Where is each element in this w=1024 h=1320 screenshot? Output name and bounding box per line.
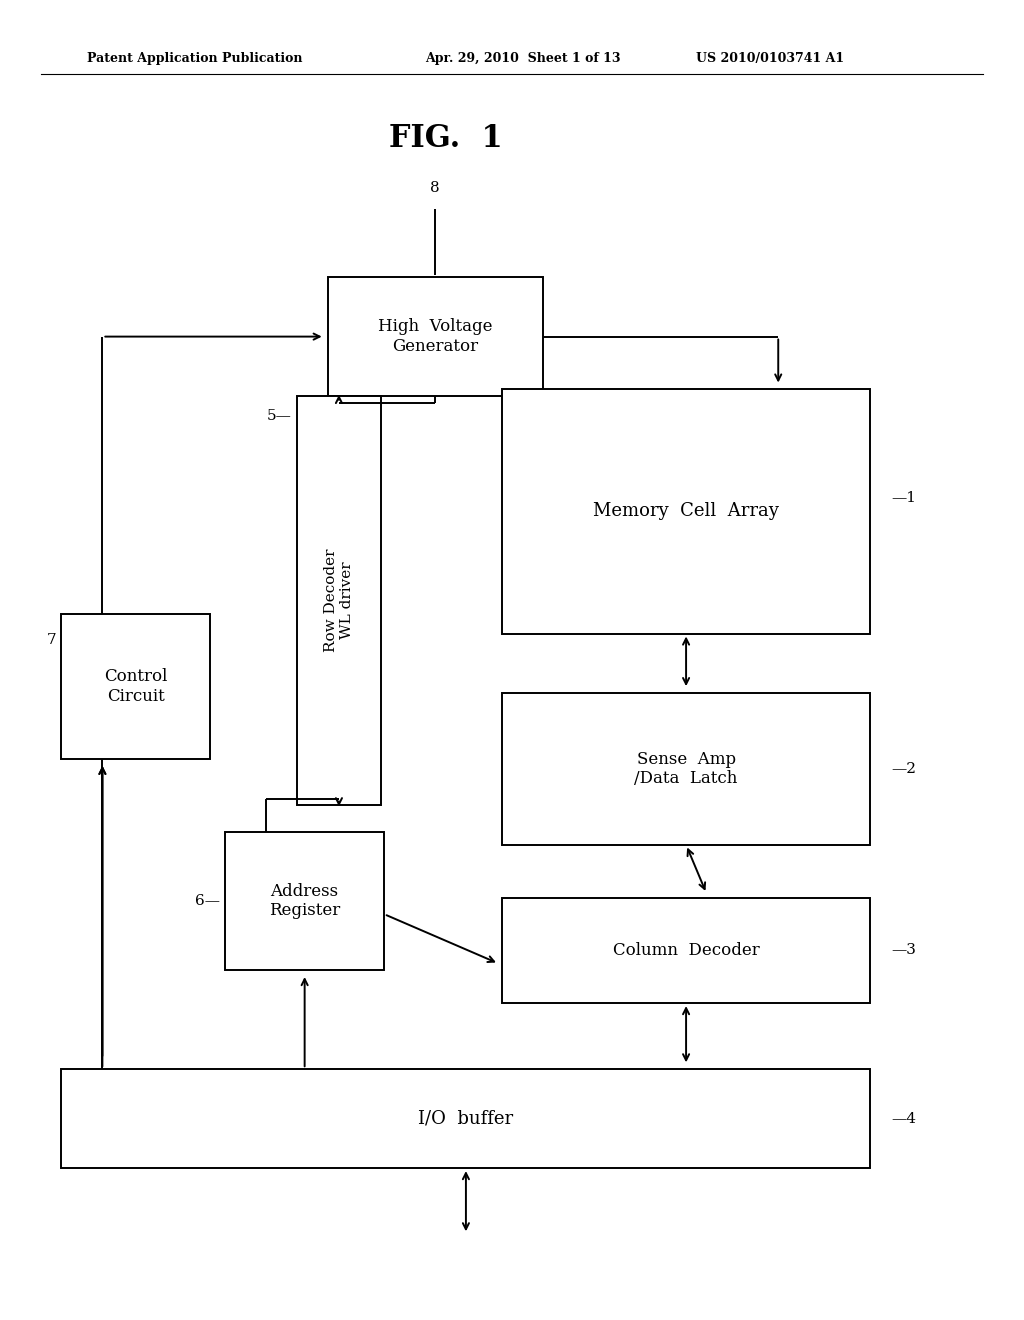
Bar: [502, 898, 870, 1003]
Text: Address
Register: Address Register: [269, 883, 340, 919]
Text: —3: —3: [891, 944, 915, 957]
Bar: [297, 396, 381, 805]
Text: US 2010/0103741 A1: US 2010/0103741 A1: [696, 51, 845, 65]
Text: Row Decoder
WL driver: Row Decoder WL driver: [324, 549, 354, 652]
Bar: [61, 614, 210, 759]
Text: Sense  Amp
/Data  Latch: Sense Amp /Data Latch: [635, 751, 737, 787]
Bar: [225, 832, 384, 970]
Text: Apr. 29, 2010  Sheet 1 of 13: Apr. 29, 2010 Sheet 1 of 13: [425, 51, 621, 65]
Text: Memory  Cell  Array: Memory Cell Array: [593, 503, 779, 520]
Text: I/O  buffer: I/O buffer: [419, 1110, 513, 1127]
Bar: [328, 277, 543, 396]
Text: 7: 7: [47, 634, 56, 647]
Text: —1: —1: [891, 491, 915, 506]
Text: Column  Decoder: Column Decoder: [612, 942, 760, 958]
Text: 5—: 5—: [267, 409, 292, 422]
Bar: [502, 693, 870, 845]
Bar: [502, 389, 870, 634]
Text: High  Voltage
Generator: High Voltage Generator: [378, 318, 493, 355]
Text: 6—: 6—: [196, 894, 220, 908]
Text: 8: 8: [430, 181, 440, 195]
Text: —4: —4: [891, 1111, 915, 1126]
Text: —2: —2: [891, 762, 915, 776]
Text: FIG.  1: FIG. 1: [389, 123, 502, 154]
Text: Patent Application Publication: Patent Application Publication: [87, 51, 302, 65]
Text: Control
Circuit: Control Circuit: [104, 668, 167, 705]
Bar: [61, 1069, 870, 1168]
